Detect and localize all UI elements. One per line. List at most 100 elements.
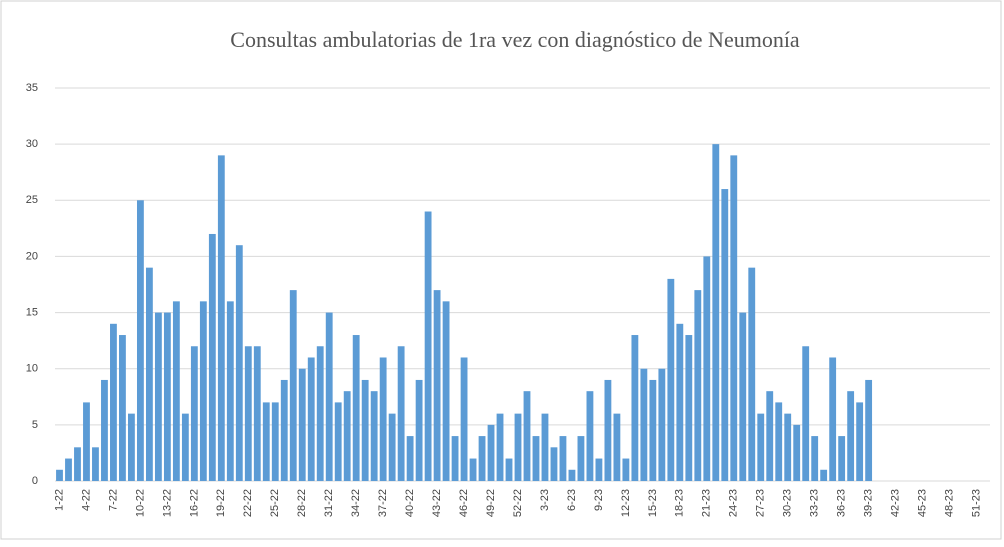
bar [469, 458, 477, 481]
x-tick-label: 40-22 [404, 489, 416, 517]
y-tick-label: 20 [26, 250, 38, 262]
bar [685, 335, 693, 481]
x-tick-label: 28-22 [296, 489, 308, 517]
bar [496, 413, 504, 481]
bar [721, 189, 729, 482]
y-tick-label: 10 [26, 363, 38, 375]
bar [352, 335, 360, 481]
bar [523, 391, 531, 481]
bar [550, 447, 558, 481]
bar [244, 346, 252, 481]
x-tick-label: 51-23 [970, 489, 982, 517]
x-tick-label: 48-23 [943, 489, 955, 517]
bar [235, 245, 243, 481]
y-tick-label: 30 [26, 138, 38, 150]
x-tick-label: 6-23 [566, 489, 578, 511]
bar [532, 436, 540, 481]
bar [217, 155, 225, 481]
x-tick-label: 22-22 [242, 489, 254, 517]
bar [559, 436, 567, 481]
bar [514, 413, 522, 481]
bar [181, 413, 189, 481]
bar [541, 413, 549, 481]
y-tick-label: 5 [32, 419, 38, 431]
bar [649, 379, 657, 481]
y-tick-label: 35 [26, 82, 38, 94]
bar [811, 436, 819, 481]
x-tick-label: 52-22 [512, 489, 524, 517]
x-tick-label: 16-22 [188, 489, 200, 517]
bar [595, 458, 603, 481]
x-tick-label: 36-23 [836, 489, 848, 517]
bar [775, 402, 783, 481]
bar [586, 391, 594, 481]
bar [865, 379, 873, 481]
x-tick-label: 21-23 [701, 489, 713, 517]
x-tick-label: 18-23 [674, 489, 686, 517]
bar [226, 301, 234, 481]
bar [667, 278, 675, 481]
bar [388, 413, 396, 481]
bar [361, 379, 369, 481]
bar [92, 447, 99, 481]
x-tick-label: 45-23 [916, 489, 928, 517]
bar [838, 436, 846, 481]
bar [604, 379, 612, 481]
bar [289, 290, 297, 481]
bar [487, 424, 495, 481]
x-tick-label: 12-23 [620, 489, 632, 517]
x-tick-label: 9-23 [593, 489, 605, 511]
bar [415, 379, 423, 481]
bar [451, 436, 459, 481]
x-tick-label: 49-22 [485, 489, 497, 517]
bar [730, 155, 738, 481]
bar [280, 379, 288, 481]
bar [101, 379, 108, 481]
bar [784, 413, 792, 481]
bar [271, 402, 279, 481]
bar [748, 267, 756, 481]
bar [262, 402, 270, 481]
x-tick-label: 25-22 [269, 489, 281, 517]
bar [208, 233, 216, 481]
bar [65, 458, 72, 481]
bar [316, 346, 324, 481]
bar [829, 357, 837, 481]
bar [424, 211, 432, 481]
bar [847, 391, 855, 481]
bar [307, 357, 315, 481]
bar [56, 469, 63, 481]
bar [145, 267, 153, 481]
bar [110, 323, 117, 481]
bar [757, 413, 765, 481]
x-tick-label: 13-22 [161, 489, 173, 517]
bar [478, 436, 486, 481]
y-tick-label: 0 [32, 475, 38, 487]
bar [505, 458, 513, 481]
bar [640, 368, 648, 481]
bar [172, 301, 180, 481]
bar [460, 357, 468, 481]
bar [253, 346, 261, 481]
bar [199, 301, 207, 481]
bar [442, 301, 450, 481]
x-tick-label: 31-22 [323, 489, 335, 517]
x-tick-label: 33-23 [809, 489, 821, 517]
bar [703, 256, 711, 481]
bar [298, 368, 306, 481]
x-tick-label: 19-22 [215, 489, 227, 517]
bar [568, 469, 576, 481]
bar [397, 346, 405, 481]
bar [433, 290, 441, 481]
x-tick-label: 1-22 [53, 489, 65, 511]
x-tick-label: 15-23 [647, 489, 659, 517]
bar [406, 436, 414, 481]
bar [136, 200, 144, 482]
bar [343, 391, 351, 481]
bar [163, 312, 171, 481]
bar [802, 346, 810, 481]
bar [325, 312, 333, 481]
x-tick-label: 3-23 [539, 489, 551, 511]
x-tick-label: 39-23 [863, 489, 875, 517]
